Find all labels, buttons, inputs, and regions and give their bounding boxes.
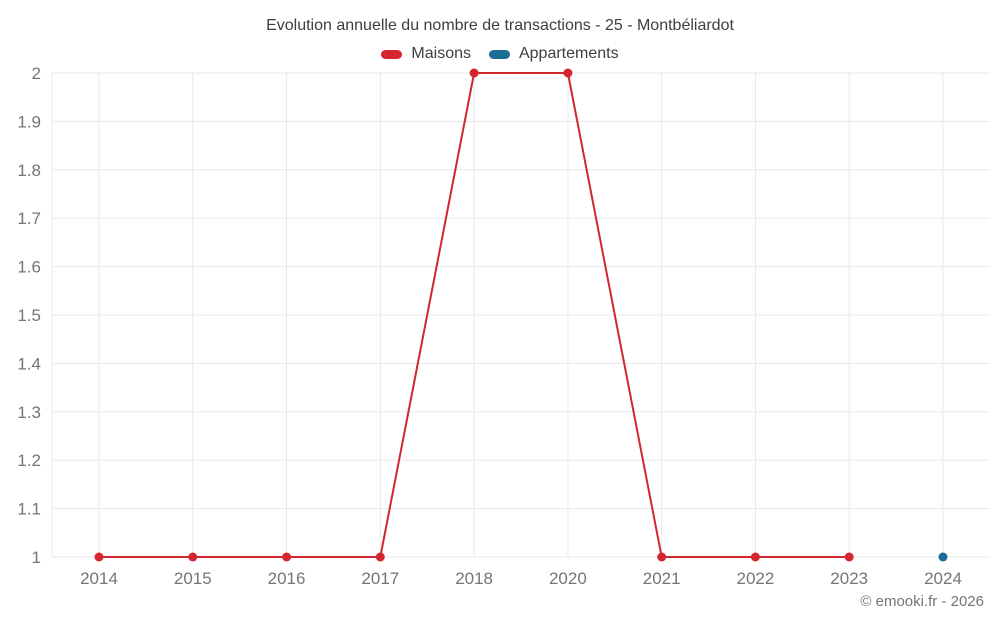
- y-tick-label: 1: [32, 548, 41, 567]
- y-tick-label: 1.2: [17, 451, 41, 470]
- y-tick-label: 1.4: [17, 354, 41, 373]
- data-point-maisons-2015[interactable]: [188, 552, 198, 562]
- maisons-swatch-icon: [381, 49, 403, 59]
- y-tick-label: 1.3: [17, 403, 41, 422]
- chart-title: Evolution annuelle du nombre de transact…: [266, 17, 734, 34]
- x-tick-label: 2016: [268, 569, 306, 588]
- y-tick-label: 1.8: [17, 161, 41, 180]
- appartements-swatch-icon: [488, 49, 510, 59]
- chart-legend: Maisons Appartements: [0, 45, 1000, 63]
- data-point-maisons-2018[interactable]: [469, 68, 479, 78]
- x-tick-label: 2017: [361, 569, 399, 588]
- data-point-appartements-2024[interactable]: [938, 552, 948, 562]
- x-tick-label: 2018: [455, 569, 493, 588]
- x-tick-label: 2022: [737, 569, 775, 588]
- x-tick-label: 2015: [174, 569, 212, 588]
- legend-label-appartements: Appartements: [518, 45, 619, 62]
- x-tick-label: 2014: [80, 569, 118, 588]
- legend-item-appartements[interactable]: Appartements: [488, 45, 619, 63]
- x-tick-label: 2024: [924, 569, 962, 588]
- legend-item-maisons[interactable]: Maisons: [381, 45, 471, 63]
- y-tick-label: 1.1: [17, 500, 41, 519]
- data-point-maisons-2017[interactable]: [375, 552, 385, 562]
- data-point-maisons-2016[interactable]: [282, 552, 292, 562]
- data-point-maisons-2021[interactable]: [657, 552, 667, 562]
- y-tick-label: 1.5: [17, 306, 41, 325]
- data-point-maisons-2014[interactable]: [94, 552, 104, 562]
- legend-label-maisons: Maisons: [411, 45, 471, 62]
- footer-credit: © emooki.fr - 2026: [860, 593, 984, 610]
- data-point-maisons-2020[interactable]: [563, 68, 573, 78]
- x-tick-label: 2021: [643, 569, 681, 588]
- y-tick-label: 1.9: [17, 112, 41, 131]
- y-tick-label: 1.6: [17, 258, 41, 277]
- x-tick-label: 2023: [830, 569, 868, 588]
- data-point-maisons-2023[interactable]: [844, 552, 854, 562]
- x-tick-label: 2020: [549, 569, 587, 588]
- y-tick-label: 1.7: [17, 209, 41, 228]
- data-point-maisons-2022[interactable]: [750, 552, 760, 562]
- y-tick-label: 2: [32, 64, 41, 83]
